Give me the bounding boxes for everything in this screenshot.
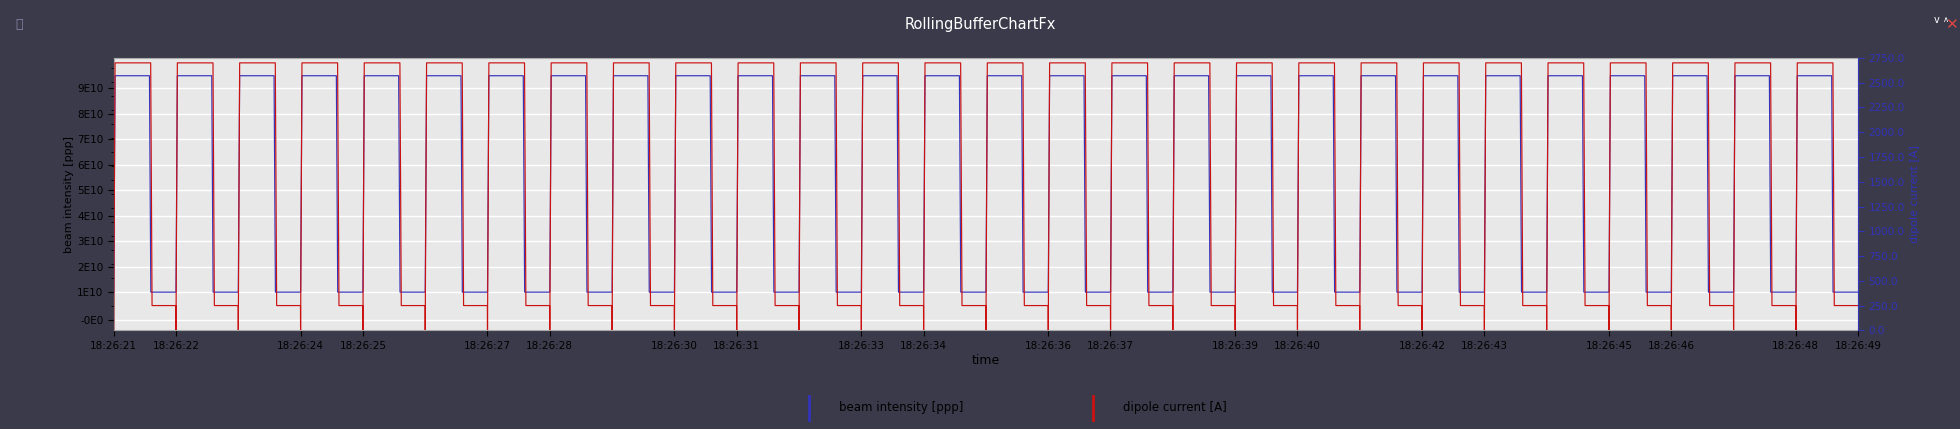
Y-axis label: dipole current [A]: dipole current [A] [1911, 145, 1921, 243]
X-axis label: time: time [972, 353, 1000, 366]
Text: dipole current [A]: dipole current [A] [1123, 401, 1227, 414]
Text: beam intensity [ppp]: beam intensity [ppp] [839, 401, 962, 414]
Text: v: v [1935, 15, 1938, 25]
Text: ⬛: ⬛ [16, 18, 24, 31]
Text: ∧: ∧ [1942, 15, 1950, 24]
Text: RollingBufferChartFx: RollingBufferChartFx [904, 17, 1056, 32]
Y-axis label: beam intensity [ppp]: beam intensity [ppp] [65, 136, 74, 253]
Text: ✕: ✕ [1944, 17, 1958, 32]
